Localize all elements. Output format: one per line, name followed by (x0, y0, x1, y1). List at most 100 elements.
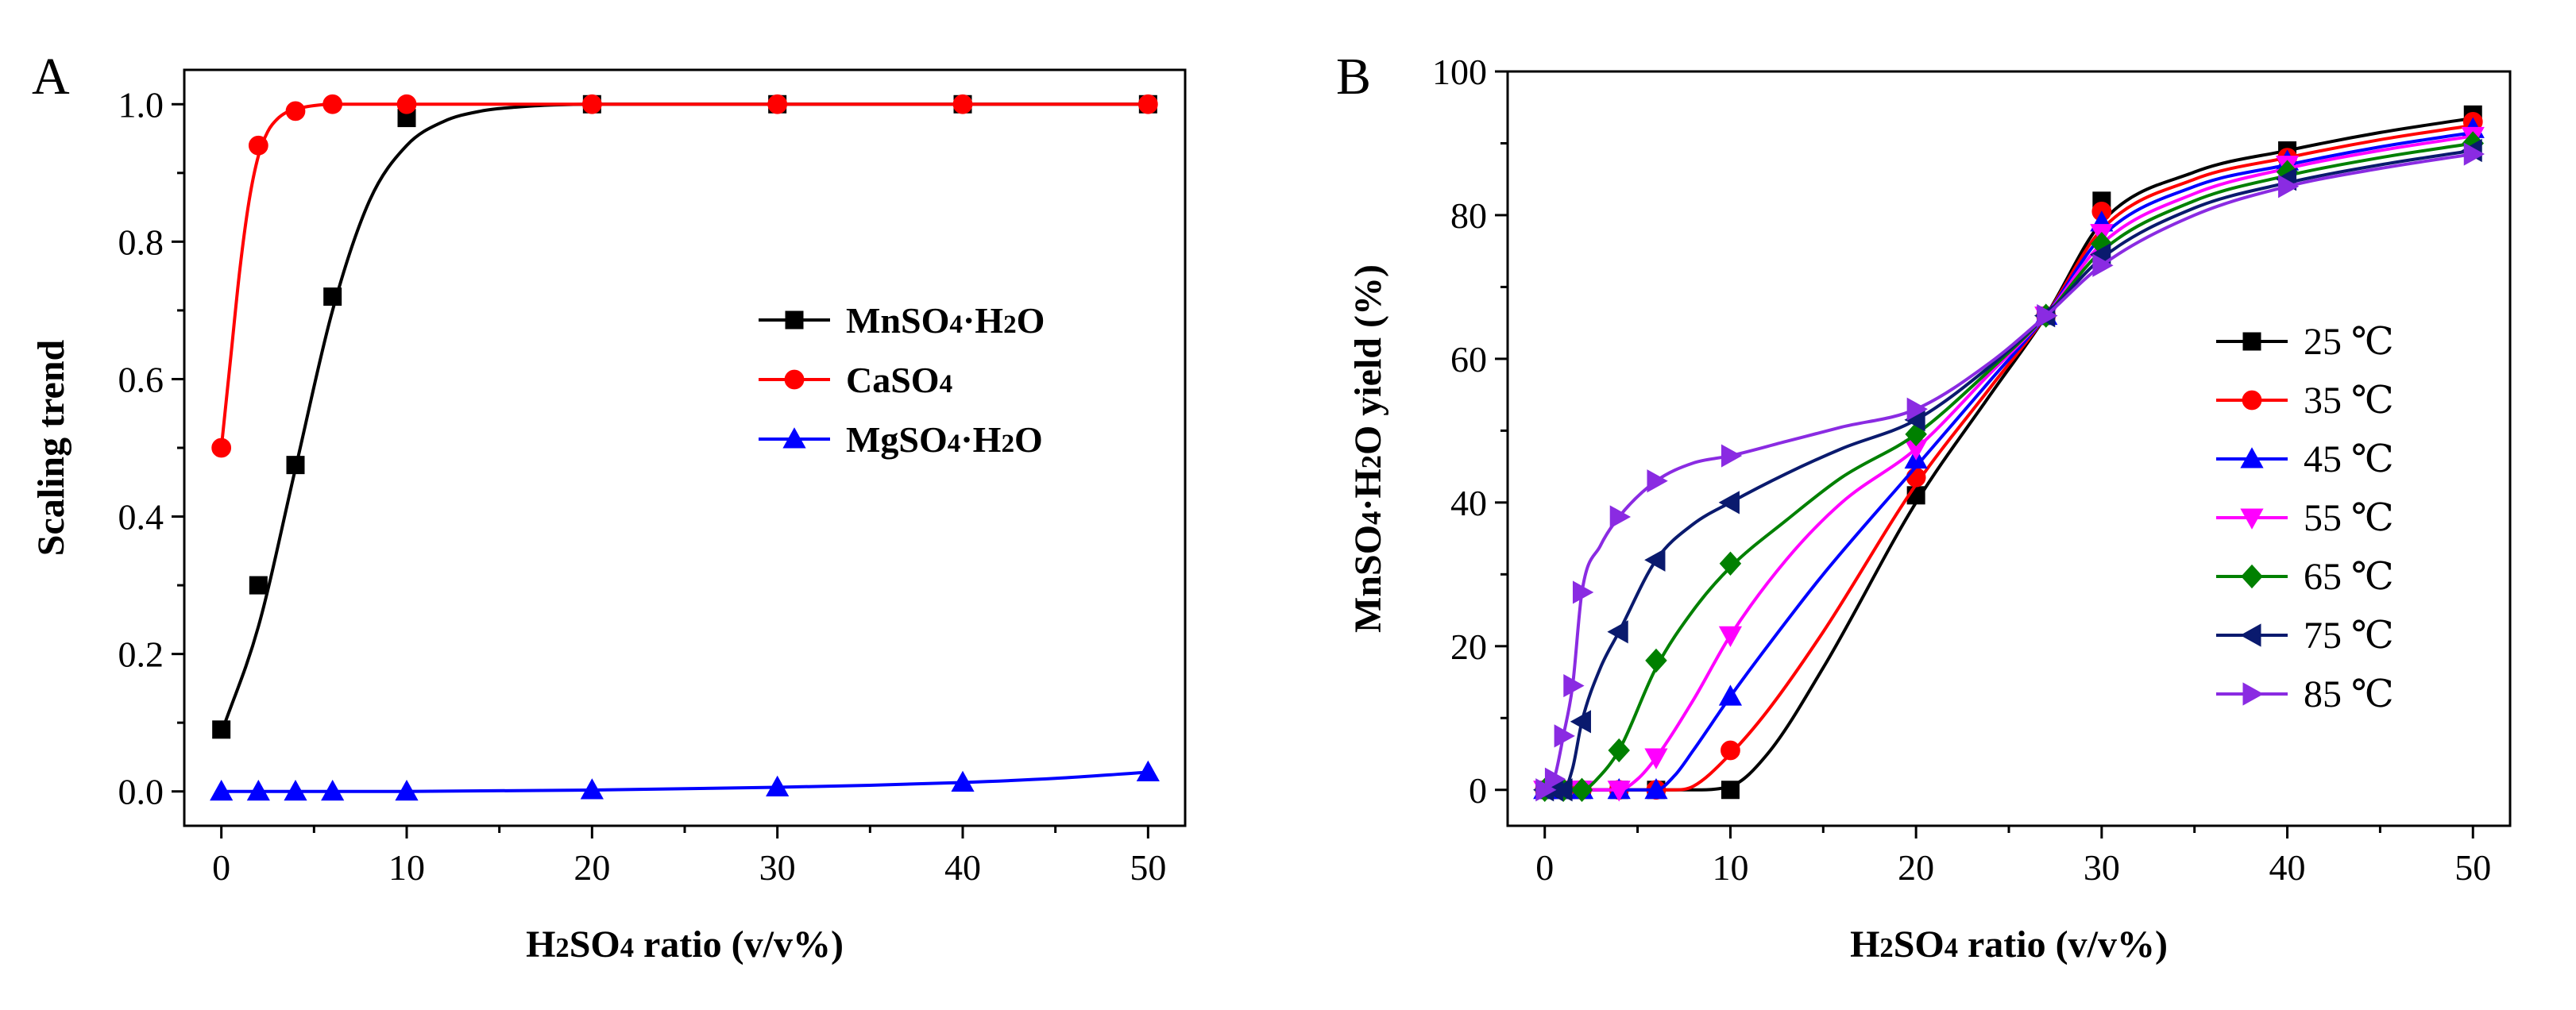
data-point (580, 778, 604, 800)
data-point (246, 779, 270, 801)
legend-label: 35 ℃ (2304, 380, 2394, 422)
data-point (1647, 469, 1668, 493)
data-point (210, 779, 234, 801)
data-point (1607, 620, 1628, 644)
data-point (1645, 648, 1667, 673)
y-tick-label: 20 (1450, 626, 1487, 667)
legend-item: 45 ℃ (2216, 438, 2394, 480)
data-point (285, 101, 306, 121)
legend-marker (2240, 447, 2264, 468)
legend-label: MgSO4·H2O (846, 419, 1043, 460)
series-line (1544, 141, 2474, 792)
legend-marker (2241, 564, 2263, 589)
panel-label: A (32, 48, 70, 106)
y-tick-label: 60 (1450, 339, 1487, 380)
data-point (581, 94, 602, 114)
data-point (1544, 767, 1566, 791)
series-0 (212, 94, 1157, 739)
x-tick-label: 50 (1130, 847, 1166, 888)
data-point (1136, 760, 1160, 781)
data-point (1721, 740, 1740, 761)
legend: MnSO4·H2O CaSO4 MgSO4·H2O (759, 300, 1045, 460)
data-point (2278, 175, 2300, 199)
series-line (1544, 148, 2474, 792)
y-tick-label: 40 (1450, 483, 1487, 523)
legend-label: MnSO4·H2O (846, 300, 1045, 341)
data-point (1551, 778, 1573, 802)
data-point (1572, 580, 1594, 604)
data-point (1721, 444, 1743, 468)
data-point (322, 94, 343, 114)
data-point (952, 94, 973, 114)
data-point (1906, 397, 1928, 421)
data-point (1718, 626, 1743, 648)
legend: 25 ℃ 35 ℃ 45 ℃ 55 ℃ 65 ℃ 75 ℃ 85 ℃ (2216, 321, 2394, 715)
y-tick-label: 0.0 (118, 772, 164, 812)
data-point (1563, 673, 1585, 698)
x-axis-title: H2SO4 ratio (v/v%) (526, 923, 844, 966)
series-line (219, 102, 1149, 734)
chart-panel-B: B 0 10 20 30 40 50 0 20 40 60 80 100 H2SO4 ratio (v/v… (1336, 48, 2512, 966)
x-tick-label: 40 (2269, 847, 2306, 888)
data-point (1906, 467, 1926, 488)
data-point (1718, 491, 1740, 515)
series-line (1543, 152, 2474, 792)
data-point (323, 287, 342, 306)
legend-marker (2242, 390, 2262, 411)
legend-marker (2242, 332, 2261, 351)
y-tick-label: 80 (1450, 195, 1487, 236)
x-tick-label: 50 (2454, 847, 2491, 888)
legend-marker (2240, 508, 2264, 530)
data-point (321, 779, 345, 801)
legend-marker (782, 427, 806, 449)
data-point (249, 576, 268, 595)
data-point (2037, 304, 2058, 328)
y-tick-label: 0.6 (118, 359, 164, 399)
x-tick-label: 10 (388, 847, 425, 888)
x-tick-label: 30 (759, 847, 796, 888)
legend-item: MnSO4·H2O (759, 300, 1045, 341)
legend-item: 75 ℃ (2216, 615, 2394, 657)
data-point (1718, 684, 1743, 706)
x-tick-label: 10 (1712, 847, 1748, 888)
y-tick-label: 0.4 (118, 497, 164, 538)
legend-label: CaSO4 (846, 360, 952, 400)
series-line (1544, 123, 2474, 792)
series-6 (1535, 142, 2485, 802)
legend-item: 85 ℃ (2216, 673, 2394, 715)
y-tick-label: 0.8 (118, 222, 164, 262)
legend-item: CaSO4 (759, 360, 952, 400)
legend-marker (2240, 623, 2261, 647)
x-tick-label: 0 (1535, 847, 1554, 888)
legend-item: MgSO4·H2O (759, 419, 1043, 460)
y-axis-title: MnSO4·H2O yield (%) (1347, 264, 1389, 633)
panel-label: B (1336, 48, 1371, 106)
data-point (1721, 781, 1740, 800)
x-tick-label: 20 (1898, 847, 1934, 888)
y-tick-label: 0.2 (118, 634, 164, 675)
x-tick-label: 40 (944, 847, 981, 888)
data-point (396, 94, 417, 114)
x-tick-label: 30 (2084, 847, 2120, 888)
legend-marker (785, 310, 804, 330)
data-point (286, 456, 305, 475)
legend-label: 25 ℃ (2304, 321, 2394, 363)
series-line (221, 770, 1149, 793)
legend-marker (784, 369, 805, 390)
chart-panel-A: A 0 10 20 30 40 50 0.0 0.2 0.4 0.6 0.8 1.0 H2SO4 rati… (30, 48, 1187, 966)
legend-label: 85 ℃ (2304, 673, 2394, 715)
legend-marker (2242, 682, 2264, 706)
data-point (2092, 253, 2114, 277)
x-tick-label: 20 (574, 847, 610, 888)
legend-item: 65 ℃ (2216, 556, 2394, 598)
data-point (1570, 777, 1593, 802)
data-point (1609, 505, 1632, 529)
y-tick-label: 1.0 (118, 84, 164, 125)
data-point (211, 438, 232, 458)
data-point (767, 94, 788, 114)
data-point (1607, 781, 1631, 802)
data-point (248, 135, 268, 156)
legend-item: 25 ℃ (2216, 321, 2394, 363)
data-point (395, 779, 419, 801)
series-line (1544, 130, 2474, 792)
